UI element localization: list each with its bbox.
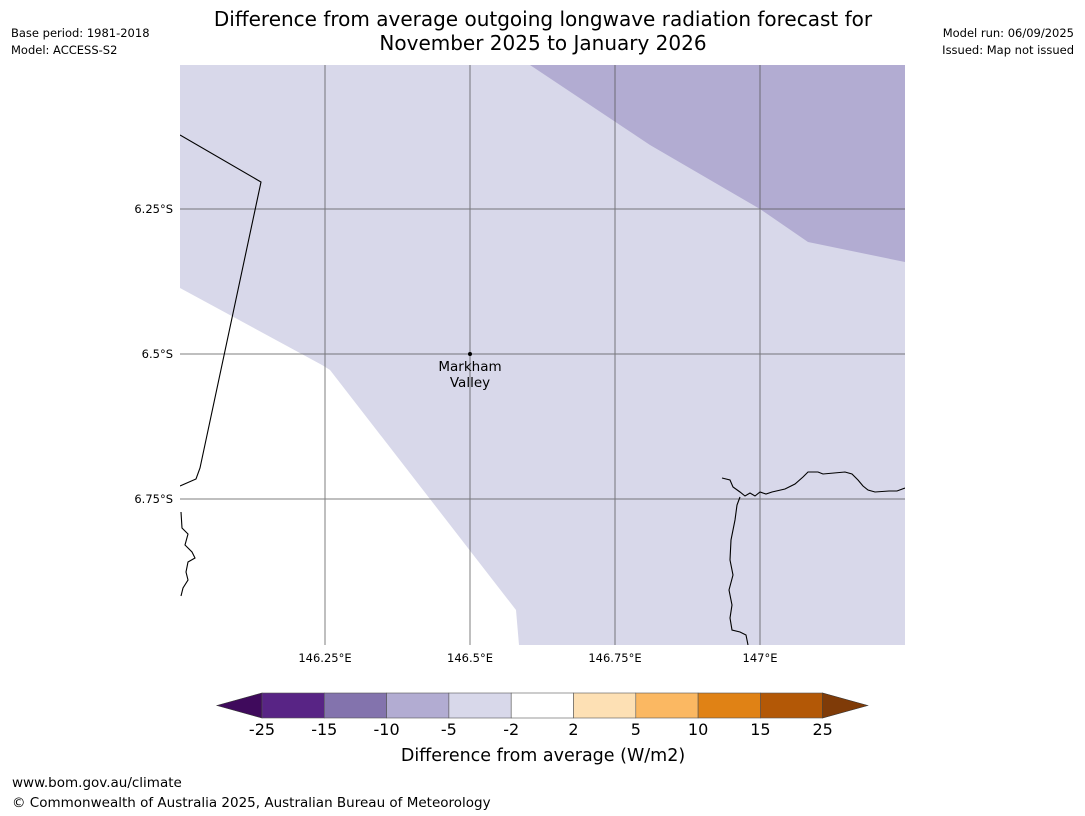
colorbar-tick-label: 25 (812, 720, 833, 739)
colorbar-tick-label: 2 (568, 720, 579, 739)
colorbar-segment (448, 692, 512, 719)
model-text: Model: ACCESS-S2 (11, 43, 118, 57)
footer-copyright: © Commonwealth of Australia 2025, Austra… (12, 795, 491, 811)
colorbar-segment (697, 692, 761, 719)
colorbar-segment (573, 692, 637, 719)
colorbar-tick-label: -10 (373, 720, 400, 739)
issued-text: Issued: Map not issued (942, 43, 1074, 57)
colorbar-arrow-left (215, 692, 263, 719)
colorbar-segments (215, 692, 869, 719)
lon-label-147e: 147°E (742, 651, 778, 665)
place-label-line-1: Markham (438, 359, 502, 375)
colorbar-tick-label: -5 (440, 720, 457, 739)
colorbar-arrow-right (822, 692, 869, 719)
colorbar-tick-label: -15 (311, 720, 338, 739)
lon-label-146-5e: 146.5°E (447, 651, 493, 665)
colorbar-tick-label: 10 (687, 720, 709, 739)
colorbar-segment (386, 692, 450, 719)
anomaly-region-medium (530, 65, 905, 262)
coastline-east (721, 471, 905, 497)
header-meta-right: Model run: 06/09/2025 Issued: Map not is… (942, 25, 1074, 59)
colorbar-tick-label: 5 (630, 720, 641, 739)
lat-label-6-5s: 6.5°S (141, 347, 173, 361)
title-line-2: November 2025 to January 2026 (379, 31, 707, 55)
colorbar-segment (510, 692, 574, 719)
place-label-line-2: Valley (449, 375, 491, 391)
colorbar-tick-label: 15 (750, 720, 771, 739)
coastline-river (728, 496, 749, 645)
model-run-text: Model run: 06/09/2025 (942, 26, 1074, 40)
lat-label-6-25s: 6.25°S (134, 202, 173, 216)
place-label: Markham Valley (420, 359, 520, 391)
colorbar-segment (635, 692, 699, 719)
coastlines (180, 134, 905, 645)
colorbar-tick-label: -2 (503, 720, 520, 739)
colorbar-segment (760, 692, 824, 719)
lon-label-146-75e: 146.75°E (588, 651, 642, 665)
title-line-1: Difference from average outgoing longwav… (213, 7, 873, 31)
colorbar-tick-label: -25 (248, 720, 276, 739)
anomaly-region-light (180, 65, 905, 645)
base-period-text: Base period: 1981-2018 (11, 26, 150, 40)
coastline-west (180, 511, 196, 597)
border-line (180, 134, 262, 487)
lon-label-146-25e: 146.25°E (298, 651, 352, 665)
header-meta-left: Base period: 1981-2018 Model: ACCESS-S2 (11, 25, 150, 59)
lat-label-6-75s: 6.75°S (134, 492, 173, 506)
colorbar-segment (323, 692, 387, 719)
map-title: Difference from average outgoing longwav… (143, 7, 943, 55)
footer-url[interactable]: www.bom.gov.au/climate (12, 775, 182, 791)
place-marker (468, 352, 472, 356)
gridlines (180, 65, 905, 645)
colorbar-segment (261, 692, 325, 719)
colorbar-label: Difference from average (W/m2) (400, 746, 686, 766)
